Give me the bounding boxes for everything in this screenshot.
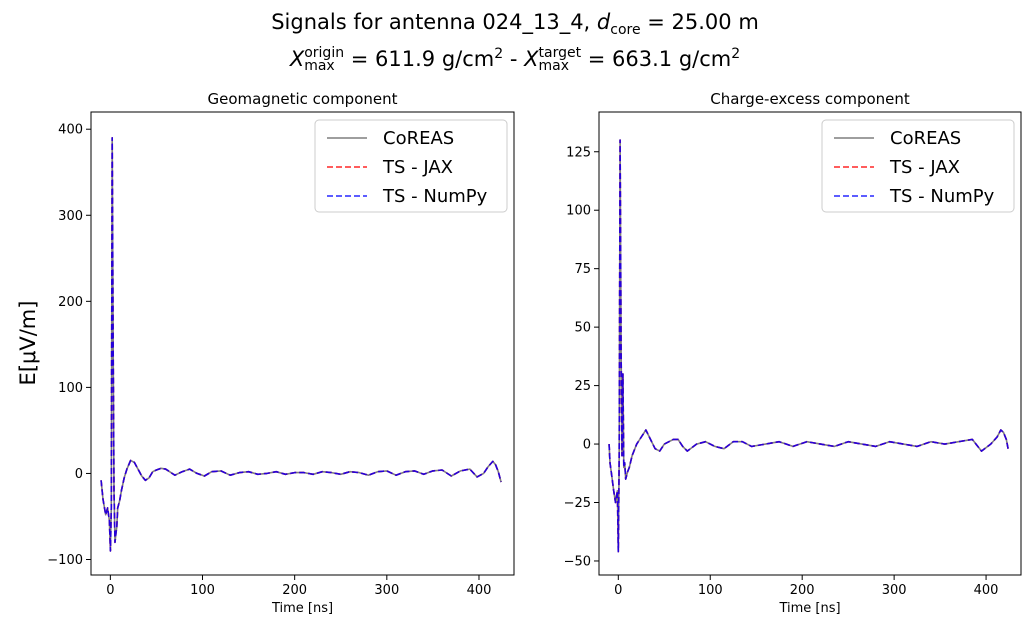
title-line2-sub2: max	[538, 58, 570, 74]
panel1-series-ts-numpy	[608, 139, 1009, 553]
panel0-series-group	[100, 137, 502, 552]
title-line1-var: d	[596, 10, 611, 34]
panel0-xtick-label: 300	[374, 583, 399, 598]
title-line2-mid: = 611.9 g/cm	[344, 47, 495, 71]
panel1-ytick-label: 25	[574, 379, 591, 394]
panel0-ytick-label: 300	[58, 209, 83, 224]
title-line2-sup1: origin	[304, 45, 345, 61]
panel1-legend-entry: CoREAS	[890, 128, 961, 149]
panel1-ytick-label: −50	[564, 554, 591, 569]
panel0-ytick-label: 0	[75, 467, 83, 482]
panel0-legend-box	[314, 119, 508, 213]
panel1-axes-frame	[598, 111, 1022, 576]
title-line2-exp1: 2	[494, 46, 504, 62]
panel1-ytick-label: 0	[583, 438, 591, 453]
title-line2-var1: X	[289, 47, 305, 71]
panel1-legend-box	[821, 119, 1015, 213]
panel0-ytick-label: 400	[58, 123, 83, 138]
panel1-ytick-label: 100	[566, 204, 591, 219]
title-line2-var2: X	[524, 47, 539, 71]
panel0-legend-entry: TS - NumPy	[382, 186, 488, 207]
panel0-ytick-label: −100	[47, 553, 83, 568]
panel0-ytick-label: 200	[58, 295, 83, 310]
panel0-series-ts-numpy	[100, 137, 502, 552]
panel1-legend-entry: TS - NumPy	[889, 186, 995, 207]
panel1-ytick-label: 75	[574, 262, 591, 277]
title-line2-sep: -	[503, 47, 525, 71]
title-line1-sub: core	[610, 22, 641, 39]
panel1-ytick-label: 50	[574, 321, 591, 336]
panel0-legend: CoREAS TS - JAX TS - NumPy	[314, 119, 508, 213]
panel1-xtick-label: 400	[974, 583, 999, 598]
panel0-xtick-label: 200	[282, 583, 307, 598]
panel0-legend-entry: TS - JAX	[382, 157, 453, 178]
title-line2-exp2: 2	[731, 46, 741, 62]
panel1-xtick-label: 200	[790, 583, 815, 598]
title-line1-suffix: = 25.00 m	[640, 10, 759, 34]
panel1-xtick-label: 0	[614, 583, 622, 598]
panel1-ytick-label: 125	[566, 145, 591, 160]
panel1-xtick-label: 300	[882, 583, 907, 598]
panel1-series-group	[608, 139, 1009, 553]
figure-title-line1: Signals for antenna 024_13_4, dcore = 25…	[0, 10, 1030, 42]
title-line2-sup2: target	[538, 45, 582, 61]
panel1-legend-entry: TS - JAX	[889, 157, 960, 178]
panel0-axes-frame	[90, 111, 515, 576]
title-line2-end: = 663.1 g/cm	[581, 47, 732, 71]
panel0-ytick-label: 100	[58, 381, 83, 396]
panel0-title: Geomagnetic component	[207, 90, 397, 108]
charge-excess-panel: Charge-excess component 0 100 200 300 400 −50 −…	[564, 90, 1022, 616]
panel1-x-axis-label: Time [ns]	[778, 601, 840, 616]
shared-y-axis-label: E[μV/m]	[16, 301, 40, 386]
panel0-xtick-label: 0	[106, 583, 114, 598]
panel0-x-axis-label: Time [ns]	[271, 601, 333, 616]
panel1-legend: CoREAS TS - JAX TS - NumPy	[821, 119, 1015, 213]
panel1-ytick-label: −25	[564, 496, 591, 511]
panel0-xtick-label: 400	[467, 583, 492, 598]
title-line1-prefix: Signals for antenna 024_13_4,	[271, 10, 597, 34]
geomagnetic-panel: Geomagnetic component 0 100 200 300 400 −100 0 1…	[47, 90, 515, 616]
title-line2-sub1: max	[304, 58, 335, 74]
panel0-legend-entry: CoREAS	[383, 128, 454, 149]
panel1-title: Charge-excess component	[710, 90, 910, 108]
panel1-xtick-label: 100	[698, 583, 723, 598]
panel0-xtick-label: 100	[190, 583, 215, 598]
